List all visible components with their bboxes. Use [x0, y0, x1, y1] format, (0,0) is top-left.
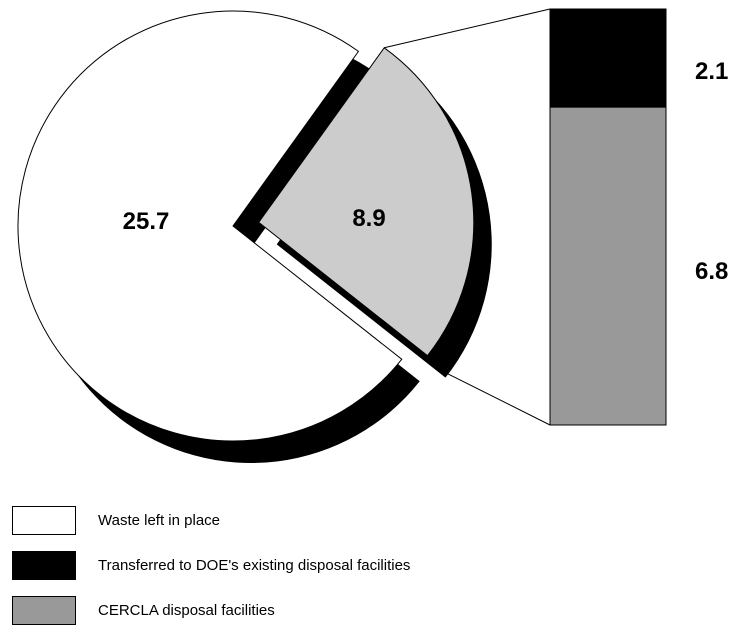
legend-item-waste: Waste left in place [12, 505, 572, 536]
legend-item-cercla: CERCLA disposal facilities [12, 595, 572, 626]
breakout-bar [549, 8, 667, 426]
pie-chart: 25.7 8.9 2.1 6.8 [17, 8, 728, 463]
connector-bottom [447, 373, 551, 426]
legend-item-doe: Transferred to DOE's existing disposal f… [12, 550, 572, 581]
pie-slice-waste [17, 10, 403, 442]
legend-swatch-doe [12, 551, 76, 580]
bar-segment-cercla [549, 106, 667, 426]
pie-label-exploded: 8.9 [352, 205, 385, 232]
connector-lines [384, 8, 551, 426]
legend: Waste left in place Transferred to DOE's… [12, 505, 572, 640]
connector-top [384, 8, 551, 49]
legend-swatch-cercla [12, 596, 76, 625]
legend-label-doe: Transferred to DOE's existing disposal f… [98, 557, 411, 574]
pie-slices [17, 10, 475, 442]
bar-label-doe: 2.1 [695, 58, 728, 85]
bar-segment-doe [549, 8, 667, 108]
pie-slice-exploded [258, 47, 475, 357]
bar-label-cercla: 6.8 [695, 258, 728, 285]
legend-swatch-waste [12, 506, 76, 535]
pie-label-waste: 25.7 [123, 208, 170, 235]
legend-label-cercla: CERCLA disposal facilities [98, 602, 275, 619]
legend-label-waste: Waste left in place [98, 512, 220, 529]
